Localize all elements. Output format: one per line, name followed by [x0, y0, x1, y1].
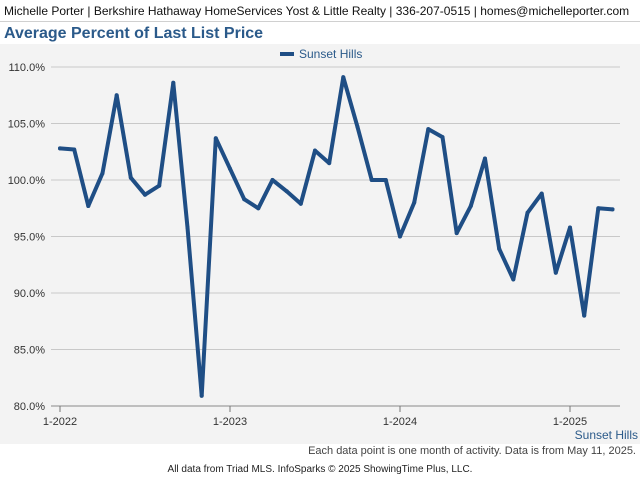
- data-point: [539, 191, 544, 196]
- data-point: [412, 200, 417, 205]
- data-point: [568, 225, 572, 230]
- data-point: [525, 210, 530, 215]
- x-tick-label: 1-2024: [383, 416, 417, 428]
- source-credit: All data from Triad MLS. InfoSparks © 20…: [167, 464, 473, 475]
- data-point: [199, 393, 204, 398]
- data-point: [270, 178, 275, 182]
- data-point: [58, 146, 62, 151]
- data-point: [100, 171, 105, 176]
- data-point: [143, 192, 147, 197]
- legend-label: Sunset Hills: [299, 47, 362, 61]
- data-point: [398, 234, 402, 239]
- footer-band: [0, 444, 640, 480]
- data-point: [157, 183, 162, 188]
- x-tick-label: 1-2022: [43, 416, 77, 428]
- data-point: [72, 147, 77, 152]
- data-point: [341, 75, 346, 80]
- x-tick-label: 1-2025: [553, 416, 587, 428]
- series-line: [58, 75, 615, 398]
- chart-title: Average Percent of Last List Price: [4, 25, 264, 42]
- data-point: [468, 204, 473, 208]
- data-point: [582, 313, 587, 318]
- data-point: [596, 206, 601, 211]
- y-tick-label: 105.0%: [8, 119, 46, 131]
- data-point: [313, 148, 317, 153]
- series-end-label: Sunset Hills: [575, 428, 638, 442]
- data-point: [114, 93, 119, 98]
- data-point: [327, 161, 332, 166]
- data-point: [610, 207, 615, 212]
- data-point: [369, 178, 374, 182]
- chart-area: 80.0% 85.0% 90.0% 95.0% 100.0% 105.0% 110.0% 1…: [0, 44, 640, 444]
- line-chart: 80.0% 85.0% 90.0% 95.0% 100.0% 105.0% 110.0% 1…: [8, 47, 638, 442]
- x-axis-labels: 1-2022 1-2023 1-2024 1-2025: [43, 416, 587, 428]
- y-tick-label: 80.0%: [14, 401, 45, 413]
- data-point: [553, 270, 558, 275]
- data-point: [128, 175, 133, 180]
- data-point: [454, 231, 459, 236]
- data-point: [86, 204, 91, 208]
- data-point: [242, 197, 247, 202]
- data-point: [284, 189, 289, 194]
- data-point: [383, 178, 388, 182]
- header-contact-bar: Michelle Porter | Berkshire Hathaway Hom…: [0, 0, 640, 22]
- data-point: [256, 206, 261, 211]
- data-point: [298, 201, 303, 206]
- y-tick-label: 95.0%: [14, 232, 45, 244]
- data-point: [440, 135, 445, 140]
- legend: Sunset Hills: [280, 47, 362, 61]
- y-tick-label: 90.0%: [14, 288, 45, 300]
- x-axis: [59, 406, 571, 412]
- y-tick-label: 100.0%: [8, 175, 46, 187]
- data-point: [483, 156, 487, 161]
- y-tick-label: 85.0%: [14, 345, 45, 357]
- data-point: [228, 166, 232, 171]
- data-point: [171, 80, 176, 85]
- data-point: [511, 277, 516, 282]
- series-layer: [58, 75, 615, 398]
- data-point: [213, 136, 218, 141]
- y-tick-label: 110.0%: [9, 62, 46, 74]
- data-point: [497, 246, 502, 251]
- footnote: Each data point is one month of activity…: [308, 445, 636, 457]
- y-axis-labels: 80.0% 85.0% 90.0% 95.0% 100.0% 105.0% 110.0%: [8, 62, 46, 413]
- data-point: [185, 225, 190, 230]
- data-point: [355, 124, 360, 129]
- x-tick-label: 1-2023: [213, 416, 247, 428]
- data-point: [426, 127, 431, 132]
